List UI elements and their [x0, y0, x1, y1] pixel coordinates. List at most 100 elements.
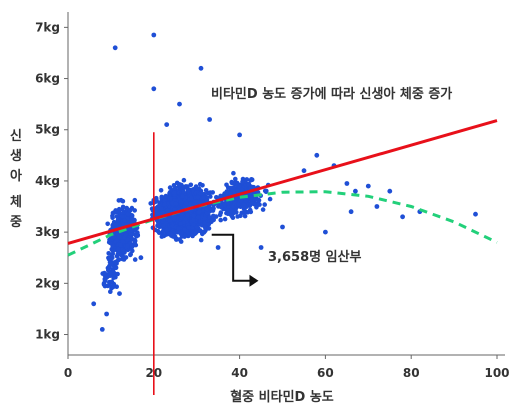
data-point [400, 214, 405, 220]
data-point [118, 242, 123, 248]
data-point [155, 228, 161, 234]
data-point [163, 193, 169, 199]
data-point [164, 122, 170, 127]
data-point [236, 202, 241, 207]
data-point [103, 277, 108, 282]
data-point [258, 245, 264, 250]
data-point [117, 291, 122, 296]
data-point [138, 255, 144, 261]
data-point [115, 217, 121, 223]
data-point [125, 211, 131, 217]
data-point [171, 190, 177, 196]
data-point [176, 229, 182, 235]
data-point [106, 256, 112, 262]
data-point [167, 185, 173, 190]
data-point [99, 327, 105, 332]
data-point [159, 234, 165, 239]
data-point [365, 183, 371, 189]
data-point [198, 237, 204, 243]
data-point [233, 176, 238, 182]
x-tick-label: 40 [231, 366, 248, 380]
data-point [162, 198, 167, 203]
data-point [185, 212, 191, 218]
data-point [229, 179, 234, 185]
data-point [128, 252, 133, 258]
data-point [198, 65, 204, 71]
data-point [323, 229, 328, 235]
data-point [110, 215, 115, 221]
data-point [109, 246, 114, 252]
data-point [191, 213, 197, 219]
data-point [226, 201, 231, 206]
data-point [104, 311, 109, 317]
x-tick-label: 80 [403, 366, 420, 380]
data-point [205, 190, 211, 196]
data-point [314, 152, 320, 158]
data-point [120, 239, 126, 244]
data-point [164, 227, 170, 233]
data-point [164, 208, 170, 213]
y-axis-label-char: 아 [10, 168, 22, 184]
data-point [111, 210, 117, 215]
data-point [116, 246, 121, 252]
data-point [108, 289, 113, 295]
data-point [193, 230, 198, 236]
data-point [171, 187, 177, 192]
data-point [179, 234, 185, 239]
data-point [231, 170, 236, 176]
data-point [151, 86, 157, 92]
data-point [206, 226, 212, 231]
data-point [133, 242, 139, 248]
data-point [108, 240, 113, 246]
x-tick-label: 0 [64, 366, 72, 380]
data-point [241, 202, 247, 208]
data-point [202, 225, 208, 230]
data-point [173, 201, 179, 206]
data-point [228, 208, 234, 214]
data-point [204, 206, 210, 212]
data-point [106, 267, 111, 273]
data-point [111, 283, 117, 289]
data-point [249, 197, 255, 202]
data-point [188, 182, 194, 188]
data-point [189, 195, 194, 201]
data-point [353, 188, 358, 194]
y-tick-label: 5kg [35, 123, 60, 137]
data-point [105, 283, 111, 289]
data-point [231, 185, 236, 191]
data-point [171, 183, 177, 188]
y-axis-label-char: 체 [10, 195, 22, 210]
data-point [176, 183, 182, 189]
data-point [374, 204, 380, 209]
data-point [183, 201, 189, 206]
data-point [197, 181, 203, 187]
data-point [211, 213, 216, 219]
data-point [174, 236, 180, 242]
data-point [218, 217, 223, 223]
data-point [178, 199, 184, 205]
data-point [132, 257, 138, 262]
data-point [216, 204, 221, 209]
data-point [125, 243, 130, 249]
data-point [113, 265, 119, 271]
data-point [162, 201, 168, 207]
data-point [134, 233, 139, 239]
y-tick-label: 3kg [35, 225, 60, 239]
y-axis-label-char: 신 [10, 129, 22, 144]
data-point [172, 207, 177, 212]
data-point [262, 202, 268, 207]
y-axis-label-char: 중 [10, 215, 22, 230]
y-tick-label: 4kg [35, 174, 60, 188]
data-point [225, 207, 230, 212]
data-point [217, 212, 223, 218]
y-axis-ticks: 1kg 2kg 3kg 4kg 5kg 6kg 7kg [35, 20, 68, 342]
data-point [190, 233, 195, 239]
data-point [180, 194, 185, 199]
data-point [181, 177, 187, 183]
data-point [235, 214, 240, 219]
data-point [122, 218, 127, 223]
data-point [240, 179, 245, 185]
data-point [120, 198, 126, 204]
data-point [127, 208, 133, 213]
data-point [242, 210, 247, 216]
